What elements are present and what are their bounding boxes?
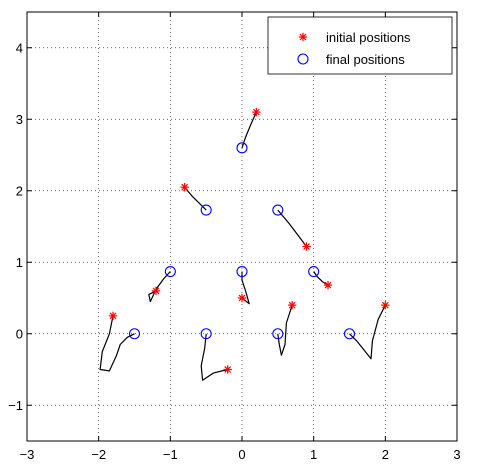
initial-point-9 [223,365,232,374]
legend: initial positions final positions [267,16,453,75]
x-tick-label-0: −3 [20,447,35,462]
initial-point-4 [323,280,333,290]
trajectories [99,111,386,381]
legend-final-marker [297,53,309,65]
final-point-6 [128,328,141,340]
x-tick-label-6: 3 [453,447,460,462]
initial-point-2 [302,242,311,251]
final-point-5 [308,265,320,278]
legend-label-final: final positions [326,52,405,67]
final-point-4 [236,265,248,278]
trajectory-8 [99,315,135,372]
final-point-0 [236,142,248,154]
final-point-2 [272,204,284,216]
legend-label-initial: initial positions [326,30,411,45]
legend-initial-marker [298,32,308,42]
x-axis: −3 −2 −1 0 1 2 3 [20,12,461,462]
legend-box [267,16,453,75]
trajectory-4 [313,271,329,286]
initial-point-6 [287,300,297,310]
final-markers [128,142,356,340]
x-tick-label-4: 1 [310,447,317,462]
y-axis: −1 0 1 2 3 4 [8,40,457,413]
trajectory-5 [241,271,250,305]
trajectory-6 [277,304,293,356]
y-tick-label-4: 3 [16,112,23,127]
initial-point-7 [381,300,390,310]
initial-point-8 [108,311,118,321]
trajectory-9 [200,333,228,381]
initial-point-0 [252,107,261,117]
initial-point-1 [180,182,189,192]
final-point-3 [164,265,176,278]
initial-markers [108,107,390,374]
final-point-7 [200,328,212,340]
final-point-9 [343,328,356,340]
legend-circle [297,53,309,65]
x-tick-label-2: −1 [163,447,178,462]
y-tick-label-2: 1 [16,255,23,270]
x-tick-label-5: 2 [382,447,389,462]
grid [27,12,457,441]
initial-point-3 [151,286,161,296]
trajectory-0 [241,111,257,149]
trajectory-7 [349,304,386,360]
y-tick-label-1: 0 [16,326,23,341]
final-point-8 [272,328,284,340]
y-tick-label-0: −1 [8,398,23,413]
y-tick-label-5: 4 [16,40,23,55]
final-point-1 [200,204,212,216]
trajectory-2 [277,209,307,247]
trajectory-3 [148,271,171,303]
x-tick-label-3: 0 [238,447,245,462]
x-tick-label-1: −2 [91,447,106,462]
initial-point-5 [237,293,247,303]
y-tick-label-3: 2 [16,183,23,198]
legend-asterisk [298,32,308,42]
